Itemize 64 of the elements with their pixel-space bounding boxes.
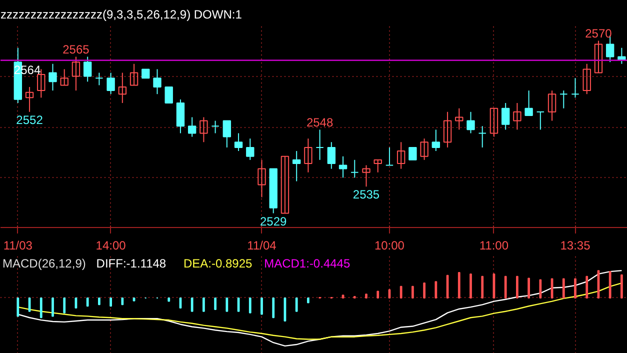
candlestick <box>362 164 370 188</box>
candlestick <box>222 120 232 148</box>
text: DIFF:-1.1148 <box>96 256 166 270</box>
candlestick <box>200 116 208 143</box>
candlestick <box>176 98 185 134</box>
candlestick <box>548 90 556 122</box>
candlestick <box>25 86 34 112</box>
annotation: 2529 <box>260 214 288 228</box>
candlestick <box>211 120 220 134</box>
candlestick <box>582 63 591 95</box>
candlestick <box>153 68 162 95</box>
candlestick <box>501 102 510 130</box>
x-tick-label: 11/04 <box>247 238 277 252</box>
candlestick <box>594 40 603 74</box>
candlestick <box>106 72 115 95</box>
candlestick <box>246 138 254 160</box>
candlestick <box>188 116 196 138</box>
text: DEA:-0.8925 <box>184 256 253 270</box>
candlestick <box>292 150 301 182</box>
candlestick <box>536 111 545 130</box>
annotation: 2552 <box>16 112 44 127</box>
candlestick <box>60 68 68 86</box>
text: MACD1:-0.4445 <box>264 256 350 270</box>
annotation: 2565 <box>62 42 90 57</box>
candlestick <box>316 129 324 160</box>
annotation: 2548 <box>306 116 334 130</box>
candlestick <box>571 78 580 98</box>
candlestick <box>385 146 394 166</box>
candlestick <box>374 159 382 173</box>
candlestick <box>396 142 406 170</box>
candlestick <box>408 146 417 160</box>
candlestick <box>72 56 80 92</box>
chart-title: zzzzzzzzzzzzzzzzz(9,3,3,5,26,12,9) DOWN:1 <box>0 8 242 22</box>
candlestick <box>234 132 243 152</box>
candlestick <box>164 86 173 104</box>
candlestick <box>466 111 475 134</box>
candlestick <box>490 108 498 138</box>
candlestick <box>420 138 428 160</box>
candlestick <box>304 138 312 173</box>
x-tick-label: 10:00 <box>374 238 405 252</box>
candlestick <box>258 159 266 198</box>
x-tick-label: 11:00 <box>479 238 509 252</box>
candlestick <box>48 63 57 92</box>
candlestick <box>478 126 486 148</box>
annotation: 2535 <box>352 188 380 202</box>
candlestick <box>280 156 290 214</box>
candlestick <box>524 90 533 116</box>
candlestick <box>560 90 568 109</box>
annotation: 2570 <box>585 26 612 41</box>
candlestick <box>443 111 452 148</box>
candlestick <box>455 108 464 130</box>
candlestick <box>350 159 359 178</box>
candlestick <box>130 63 138 86</box>
chart-title: MACD(26,12,9) <box>2 256 86 270</box>
candlestick <box>83 56 92 82</box>
x-tick-label: 14:00 <box>96 238 126 252</box>
x-tick-label: 11/03 <box>3 238 33 252</box>
candlestick <box>95 72 104 86</box>
candlestick <box>327 142 336 170</box>
x-tick-label: 13:35 <box>560 238 591 252</box>
candlestick <box>338 156 348 178</box>
candlestick <box>432 129 440 152</box>
candlestick <box>118 72 127 104</box>
candlestick <box>513 102 522 130</box>
